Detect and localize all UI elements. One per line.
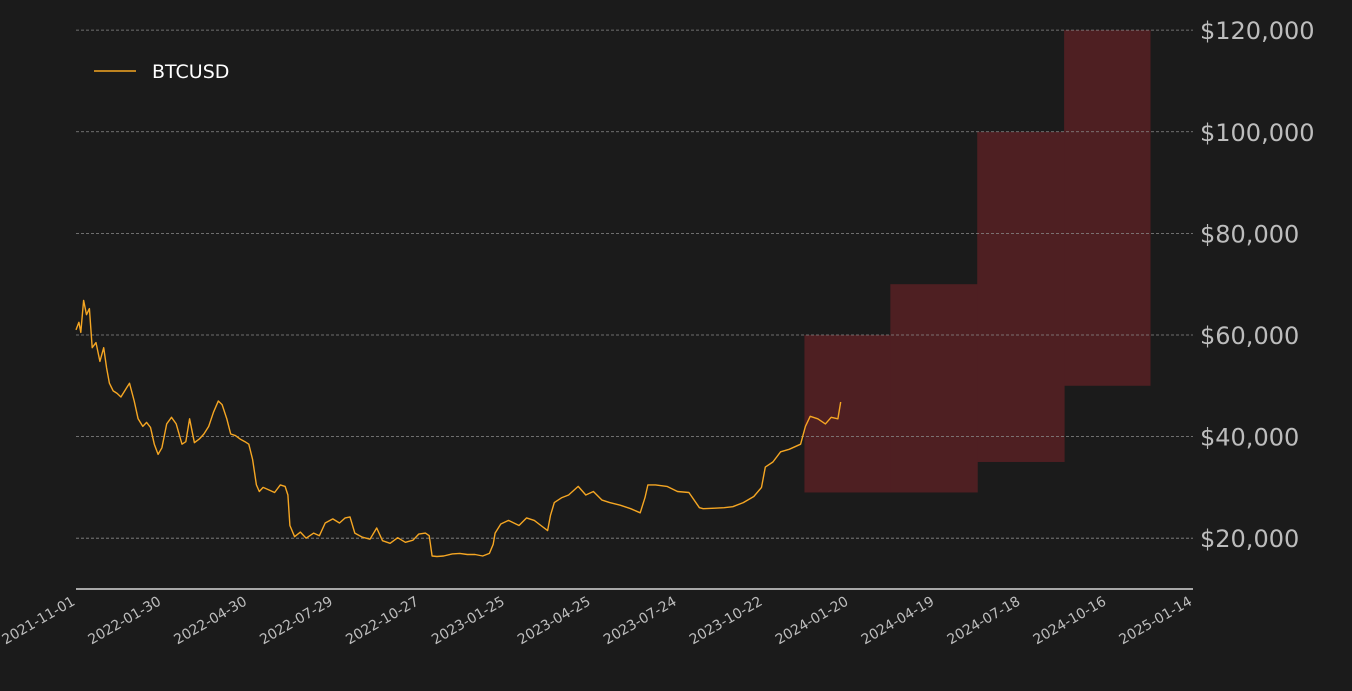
legend-label-btcusd: BTCUSD <box>152 61 229 83</box>
x-tick-label-8: 2023-10-22 <box>687 594 765 649</box>
x-tick-label-12: 2024-10-16 <box>1031 594 1110 649</box>
forecast-band-2 <box>977 131 1065 462</box>
x-tick-label-4: 2022-10-27 <box>343 594 421 649</box>
bands-layer <box>804 30 1151 493</box>
forecast-band-3 <box>1064 30 1151 386</box>
x-tick-label-3: 2022-07-29 <box>257 594 335 649</box>
y-tick-label-0: $20,000 <box>1200 525 1299 553</box>
y-tick-label-2: $60,000 <box>1200 322 1299 350</box>
forecast-band-0 <box>804 334 891 493</box>
x-tick-label-9: 2024-01-20 <box>773 594 851 649</box>
y-tick-label-1: $40,000 <box>1200 424 1299 452</box>
grid-layer <box>76 29 1193 539</box>
x-tick-label-0: 2021-11-01 <box>0 594 78 649</box>
y-tick-label-3: $80,000 <box>1200 220 1299 248</box>
legend: BTCUSD <box>94 61 229 83</box>
x-tick-label-13: 2025-01-14 <box>1117 594 1196 649</box>
series-layer <box>75 299 842 558</box>
x-tick-label-6: 2023-04-25 <box>515 594 593 649</box>
x-tick-label-11: 2024-07-18 <box>945 594 1023 649</box>
x-tick-label-10: 2024-04-19 <box>859 594 937 649</box>
series-line-btcusd <box>75 299 842 558</box>
y-tick-label-4: $100,000 <box>1200 119 1315 147</box>
x-tick-label-1: 2022-01-30 <box>85 594 163 649</box>
x-tick-label-5: 2023-01-25 <box>429 594 507 649</box>
y-tick-label-5: $120,000 <box>1200 17 1315 45</box>
x-tick-label-2: 2022-04-30 <box>171 594 249 649</box>
x-tick-label-7: 2023-07-24 <box>601 594 680 649</box>
forecast-band-1 <box>890 284 978 493</box>
